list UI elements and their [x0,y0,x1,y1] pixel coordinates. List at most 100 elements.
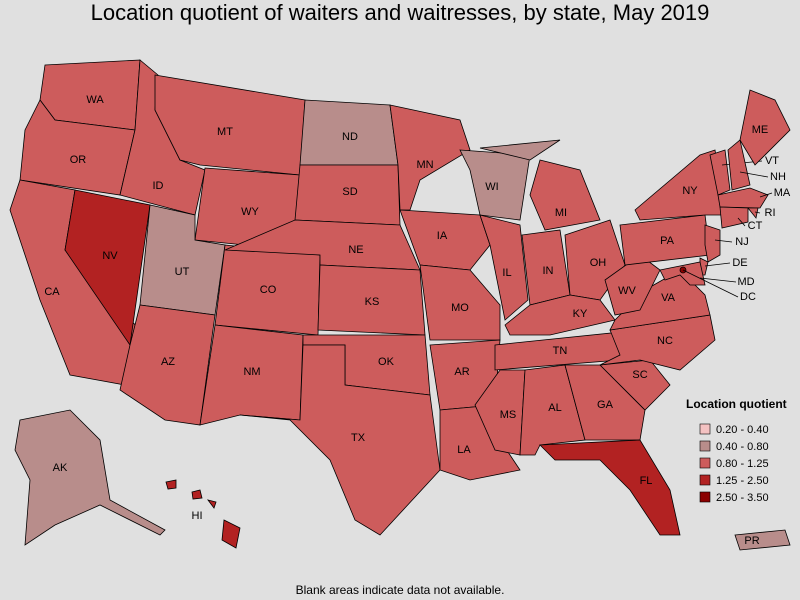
state-label: ID [153,180,164,192]
state-label: AK [53,462,68,474]
state-shape [529,159,601,231]
state-label: NC [657,335,673,347]
state-label: MI [555,207,567,219]
state-label: KS [365,296,380,308]
state-shape [659,261,706,286]
state-label: LA [457,444,471,456]
state-label: NM [243,366,260,378]
state-label: SD [342,186,357,198]
leader-line [739,171,769,178]
state-shape [119,304,216,426]
state-label: AR [454,366,469,378]
legend-title: Location quotient [686,397,787,411]
state-shape [739,89,791,166]
state-shape [704,224,721,263]
state-shape [399,209,491,271]
state-label: UT [175,266,190,278]
state-label: DC [740,291,756,303]
legend-swatch [699,440,711,452]
legend-label: 0.40 - 0.80 [716,441,769,453]
state-label: IL [502,267,511,279]
legend-label: 2.50 - 3.50 [716,492,769,504]
state-label: ME [752,124,769,136]
state-label: WV [618,285,636,297]
state-label: NE [348,244,363,256]
state-label: WA [86,94,104,106]
state-shape [727,139,751,191]
state-label: NY [682,185,698,197]
state-label: NJ [735,236,748,248]
state-shape [479,139,561,161]
note: Blank areas indicate data not available. [296,583,505,597]
state-label: MA [774,187,791,199]
state-label: OR [70,154,87,166]
state-label: CT [748,220,763,232]
leader-line [754,211,761,214]
state-shape [539,439,681,536]
state-shape [599,359,671,411]
legend-swatch [699,474,711,486]
state-label: PA [660,235,675,247]
state-label: HI [192,510,203,522]
state-shape [709,149,731,196]
legend-swatch [699,457,711,469]
state-label: VA [661,292,676,304]
legend-label: 1.25 - 2.50 [716,475,769,487]
state-label: DE [732,257,747,269]
state-label: AZ [161,356,175,368]
state-shape [719,206,749,229]
state-shape [419,264,501,341]
leader-line [714,239,733,243]
state-shape [734,529,791,551]
state-shape [717,187,769,209]
map-title: Location quotient of waiters and waitres… [91,0,710,25]
state-label: NV [102,250,118,262]
state-label: ND [342,131,358,143]
state-shape [165,479,177,490]
state-label: MO [451,302,469,314]
legend-label: 0.80 - 1.25 [716,458,769,470]
state-label: CA [44,286,60,298]
state-label: MS [500,409,517,421]
state-label: VT [765,155,779,167]
state-shape [747,207,759,219]
state-shape [14,409,166,546]
leader-line [699,277,737,283]
state-shape [191,489,203,500]
state-shape [599,314,716,371]
state-label: IN [543,265,554,277]
state-label: MN [416,159,433,171]
state-label: TX [351,432,366,444]
state-label: NH [770,171,786,183]
legend-label: 0.20 - 0.40 [716,424,769,436]
state-shape [504,294,616,336]
legend-swatch [699,423,711,435]
state-label: RI [765,207,776,219]
leader-line [737,217,746,227]
state-label: MT [217,126,233,138]
state-label: WY [241,206,259,218]
state-label: IA [437,230,448,242]
state-label: OK [378,356,395,368]
state-shape [479,214,529,321]
state-shape [389,104,471,211]
state-label: CO [260,284,277,296]
state-label: GA [597,399,614,411]
state-shape [239,344,441,536]
state-label: TN [553,345,568,357]
leader-line [682,269,739,298]
leader-line [759,192,773,198]
state-label: SC [632,369,647,381]
state-label: FL [640,475,653,487]
state-label: KY [573,308,588,320]
state-label: MD [737,276,754,288]
state-shape [564,364,646,441]
legend-swatch [699,491,711,503]
state-label: PR [744,535,759,547]
state-label: OH [590,257,607,269]
state-label: WI [485,181,498,193]
state-shape [221,519,241,549]
leader-line [704,262,731,267]
state-label: AL [548,402,561,414]
